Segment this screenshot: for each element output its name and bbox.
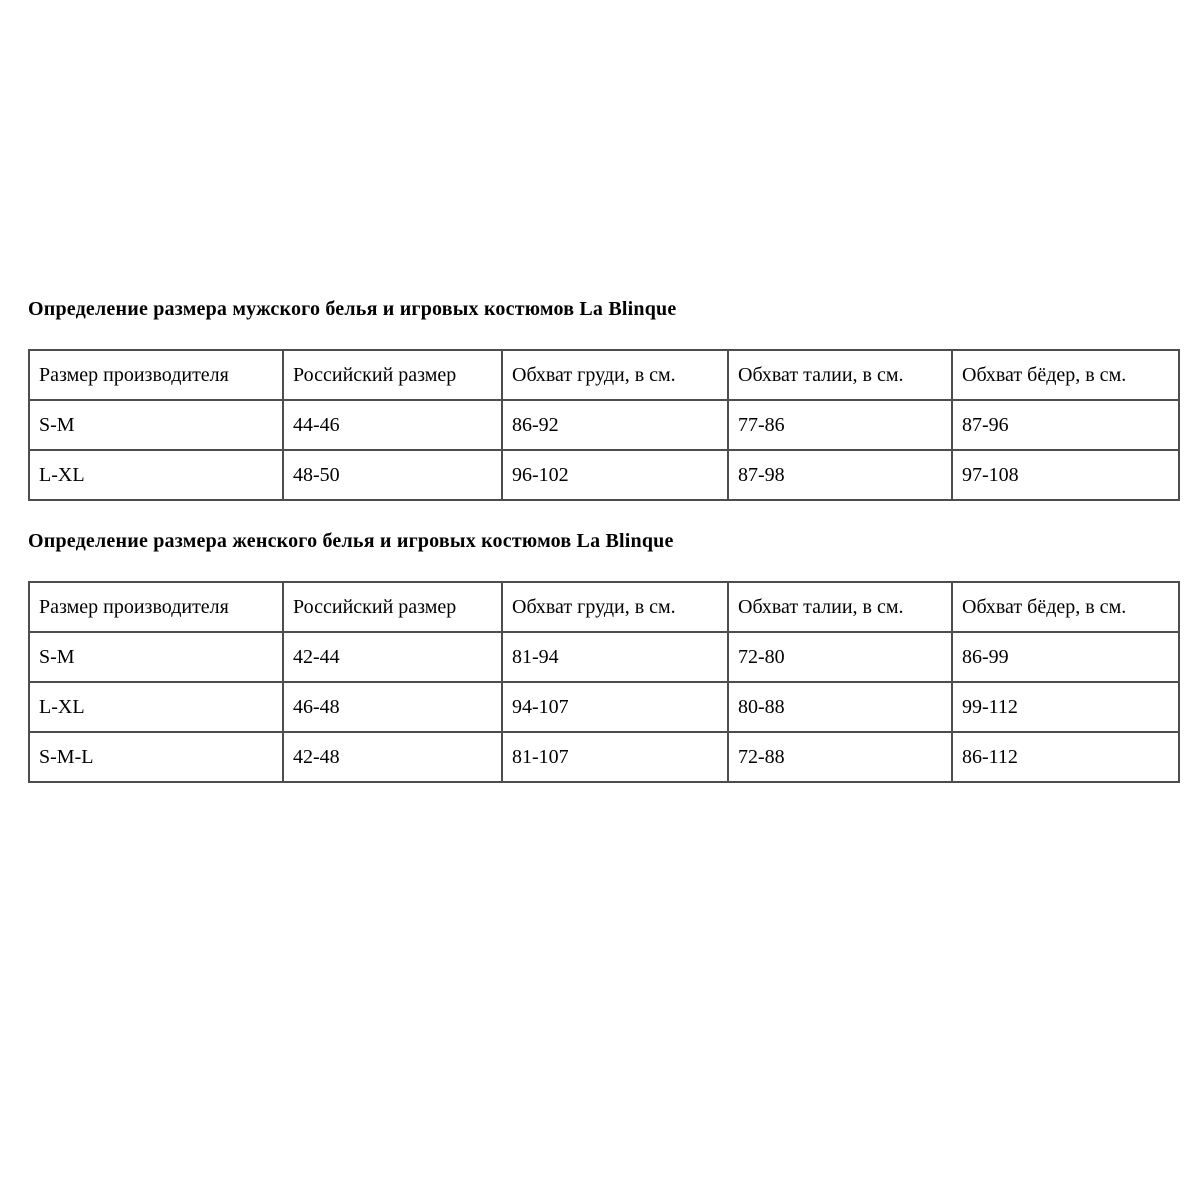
- women-sizing-table: Размер производителя Российский размер Обх…: [28, 581, 1180, 783]
- measurement-cell: 97-108: [951, 449, 1180, 501]
- measurement-cell: 99-112: [951, 681, 1180, 733]
- men-sizing-heading: Определение размера мужского белья и игр…: [28, 298, 677, 320]
- column-header: Обхват груди, в см.: [501, 581, 729, 633]
- measurement-cell: 48-50: [282, 449, 503, 501]
- size-guide-page: Определение размера мужского белья и игр…: [28, 296, 1180, 783]
- measurement-cell: 72-88: [727, 731, 953, 783]
- women-sizing-section: Определение размера женского белья и игр…: [28, 528, 1180, 783]
- table-row: L-XL 46-48 94-107 80-88 99-112: [28, 681, 1180, 733]
- measurement-cell: 77-86: [727, 399, 953, 451]
- measurement-cell: 42-44: [282, 631, 503, 683]
- table-row: S-M 44-46 86-92 77-86 87-96: [28, 399, 1180, 451]
- men-sizing-section: Определение размера мужского белья и игр…: [28, 296, 1180, 501]
- table-row: S-M 42-44 81-94 72-80 86-99: [28, 631, 1180, 683]
- column-header: Размер производителя: [28, 349, 284, 401]
- measurement-cell: 86-112: [951, 731, 1180, 783]
- measurement-cell: 86-92: [501, 399, 729, 451]
- column-header: Обхват груди, в см.: [501, 349, 729, 401]
- measurement-cell: 86-99: [951, 631, 1180, 683]
- column-header: Обхват талии, в см.: [727, 349, 953, 401]
- column-header: Обхват талии, в см.: [727, 581, 953, 633]
- measurement-cell: 87-96: [951, 399, 1180, 451]
- manufacturer-size-cell: L-XL: [28, 681, 284, 733]
- measurement-cell: 80-88: [727, 681, 953, 733]
- measurement-cell: 72-80: [727, 631, 953, 683]
- measurement-cell: 81-94: [501, 631, 729, 683]
- women-sizing-heading: Определение размера женского белья и игр…: [28, 530, 674, 552]
- measurement-cell: 87-98: [727, 449, 953, 501]
- measurement-cell: 46-48: [282, 681, 503, 733]
- manufacturer-size-cell: L-XL: [28, 449, 284, 501]
- measurement-cell: 42-48: [282, 731, 503, 783]
- header-row: Размер производителя Российский размер Обх…: [28, 581, 1180, 633]
- header-row: Размер производителя Российский размер Обх…: [28, 349, 1180, 401]
- measurement-cell: 94-107: [501, 681, 729, 733]
- column-header: Российский размер: [282, 349, 503, 401]
- measurement-cell: 44-46: [282, 399, 503, 451]
- measurement-cell: 81-107: [501, 731, 729, 783]
- manufacturer-size-cell: S-M: [28, 631, 284, 683]
- manufacturer-size-cell: S-M: [28, 399, 284, 451]
- measurement-cell: 96-102: [501, 449, 729, 501]
- table-row: L-XL 48-50 96-102 87-98 97-108: [28, 449, 1180, 501]
- men-sizing-table: Размер производителя Российский размер Обх…: [28, 349, 1180, 501]
- column-header: Российский размер: [282, 581, 503, 633]
- column-header: Обхват бёдер, в см.: [951, 581, 1180, 633]
- column-header: Обхват бёдер, в см.: [951, 349, 1180, 401]
- manufacturer-size-cell: S-M-L: [28, 731, 284, 783]
- column-header: Размер производителя: [28, 581, 284, 633]
- table-row: S-M-L 42-48 81-107 72-88 86-112: [28, 731, 1180, 783]
